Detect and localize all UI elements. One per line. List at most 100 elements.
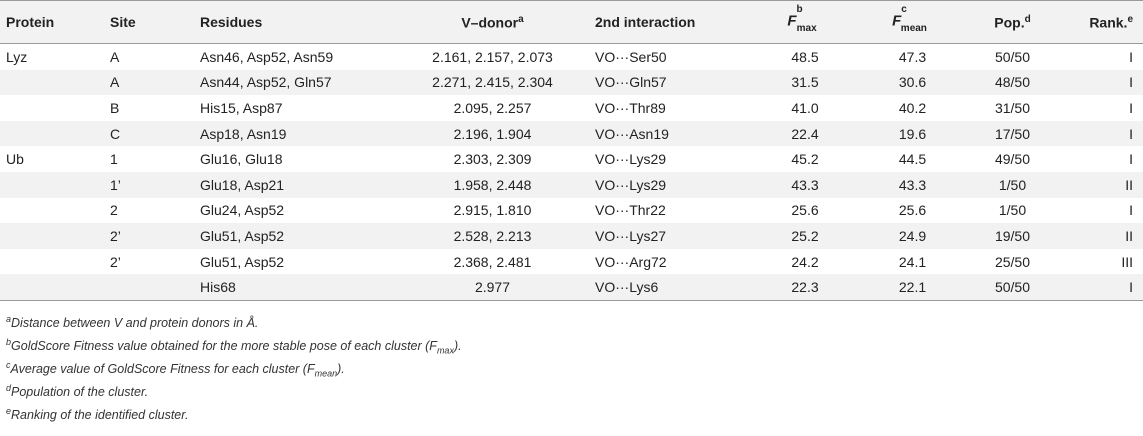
cell-protein: Ub xyxy=(6,151,24,168)
results-table: Protein Site Residues V–donora 2nd inter… xyxy=(0,0,1143,301)
footnote-a: aDistance between V and protein donors i… xyxy=(6,314,258,330)
cell-rank: I xyxy=(1129,99,1133,116)
cell-fmean: 25.6 xyxy=(898,202,927,219)
footnote-sub: mean xyxy=(314,368,338,379)
cell-second-interaction: VO···Gln57 xyxy=(595,74,667,91)
cell-v-donor: 2.161, 2.157, 2.073 xyxy=(432,48,553,65)
cell-fmax: 43.3 xyxy=(791,176,819,193)
footnote-c: cAverage value of GoldScore Fitness for … xyxy=(6,360,345,379)
footnote-b: bGoldScore Fitness value obtained for th… xyxy=(6,337,462,356)
cell-fmax: 48.5 xyxy=(791,48,819,65)
cell-site xyxy=(110,274,200,301)
cell-fmax: 31.5 xyxy=(791,74,819,91)
cell-v-donor: 2.271, 2.415, 2.304 xyxy=(432,74,553,91)
cell-fmean: 43.3 xyxy=(898,176,927,193)
header-site: Site xyxy=(110,0,200,44)
header-fmax-mark: b xyxy=(796,3,803,15)
footnote-text: Average value of GoldScore Fitness for e… xyxy=(10,362,315,377)
table-row: Lyz A Asn46, Asp52, Asn59 2.161, 2.157, 2.0… xyxy=(0,44,1143,70)
header-pop-label: Pop. xyxy=(994,14,1025,31)
footnote-tail: ). xyxy=(453,339,462,354)
header-v-donor-mark: a xyxy=(518,13,524,25)
footnote-text: Distance between V and protein donors in… xyxy=(11,316,259,331)
table-row: B His15, Asp87 2.095, 2.257 VO···Thr89 41.0 4… xyxy=(0,95,1143,121)
cell-protein xyxy=(0,223,110,249)
cell-fmean: 47.3 xyxy=(898,48,927,65)
cell-fmax: 25.2 xyxy=(791,227,819,244)
cell-rank: I xyxy=(1129,202,1133,219)
header-fmean: Fc mean xyxy=(860,0,965,44)
cell-protein xyxy=(0,95,110,121)
cell-second-interaction: VO···Lys29 xyxy=(595,176,667,193)
cell-residues: Asn46, Asp52, Asn59 xyxy=(200,48,334,65)
table-row: 2’ Glu51, Asp52 2.528, 2.213 VO···Lys27 25.2… xyxy=(0,223,1143,249)
header-pop: Pop.d xyxy=(965,0,1060,44)
header-rank-label: Rank. xyxy=(1089,14,1128,31)
cell-protein xyxy=(0,274,110,301)
cell-site: 2’ xyxy=(110,253,121,270)
header-pop-mark: d xyxy=(1024,13,1031,25)
footnote-tail: ). xyxy=(337,362,345,377)
cell-residues: Glu18, Asp21 xyxy=(200,176,285,193)
cell-rank: I xyxy=(1129,151,1133,168)
header-fmax-sub: max xyxy=(796,23,817,35)
header-fmax-symbol: F xyxy=(787,12,797,30)
cell-protein xyxy=(0,198,110,224)
cell-residues: Glu16, Glu18 xyxy=(200,151,283,168)
table-row: 1’ Glu18, Asp21 1.958, 2.448 VO···Lys29 43.3… xyxy=(0,171,1143,198)
cell-pop: 31/50 xyxy=(994,99,1031,116)
cell-v-donor: 2.977 xyxy=(390,274,595,301)
cell-fmean: 24.1 xyxy=(898,253,927,270)
cell-fmean: 40.2 xyxy=(898,99,927,116)
cell-second-interaction: VO···Asn19 xyxy=(595,125,669,142)
footnote-mark: c xyxy=(6,360,11,370)
cell-fmean: 22.1 xyxy=(860,274,965,301)
cell-rank: I xyxy=(1129,125,1133,142)
footnote-mark: d xyxy=(6,383,12,393)
cell-protein xyxy=(0,249,110,275)
header-v-donor-label: V–donor xyxy=(461,14,519,31)
cell-v-donor: 2.095, 2.257 xyxy=(453,99,532,116)
footnote-mark: b xyxy=(6,337,12,347)
cell-site: B xyxy=(110,99,120,116)
cell-second-interaction: VO···Lys27 xyxy=(595,227,667,244)
header-fmean-symbol: F xyxy=(892,12,902,30)
cell-site: A xyxy=(110,48,120,65)
table-body: Lyz A Asn46, Asp52, Asn59 2.161, 2.157, 2.0… xyxy=(0,44,1143,301)
cell-fmax: 24.2 xyxy=(791,253,819,270)
cell-pop: 48/50 xyxy=(994,74,1031,91)
cell-residues: His68 xyxy=(200,274,390,301)
table-row: C Asp18, Asn19 2.196, 1.904 VO···Asn19 22.4 1… xyxy=(0,120,1143,147)
cell-residues: His15, Asp87 xyxy=(200,99,283,116)
cell-residues: Asp18, Asn19 xyxy=(200,125,287,142)
footnote-text: Ranking of the identified cluster. xyxy=(11,408,189,423)
cell-rank: I xyxy=(1060,274,1143,301)
cell-site: 2 xyxy=(110,202,118,219)
footnote-d: dPopulation of the cluster. xyxy=(6,383,148,399)
footnote-mark: a xyxy=(6,314,12,324)
cell-residues: Asn44, Asp52, Gln57 xyxy=(200,74,332,91)
cell-pop: 50/50 xyxy=(994,48,1031,65)
cell-fmax: 25.6 xyxy=(791,202,819,219)
footnote-text: Population of the cluster. xyxy=(11,385,149,400)
cell-residues: Glu51, Asp52 xyxy=(200,227,285,244)
cell-rank: I xyxy=(1129,74,1133,91)
footnote-sub: max xyxy=(436,345,454,356)
cell-protein xyxy=(0,70,110,96)
cell-pop: 19/50 xyxy=(994,227,1031,244)
cell-v-donor: 2.196, 1.904 xyxy=(453,125,532,142)
cell-protein xyxy=(0,172,110,198)
cell-site: 2’ xyxy=(110,227,121,244)
cell-site: 1’ xyxy=(110,176,121,193)
header-residues: Residues xyxy=(200,0,390,44)
cell-rank: I xyxy=(1129,48,1133,65)
cell-v-donor: 2.368, 2.481 xyxy=(453,253,532,270)
header-fmax: Fb max xyxy=(750,0,860,44)
footnote-mark: e xyxy=(6,406,12,416)
cell-second-interaction: VO···Lys6 xyxy=(595,274,750,301)
cell-protein xyxy=(0,121,110,147)
cell-site: A xyxy=(110,74,120,91)
header-second-interaction: 2nd interaction xyxy=(595,0,750,44)
cell-v-donor: 1.958, 2.448 xyxy=(453,176,532,193)
